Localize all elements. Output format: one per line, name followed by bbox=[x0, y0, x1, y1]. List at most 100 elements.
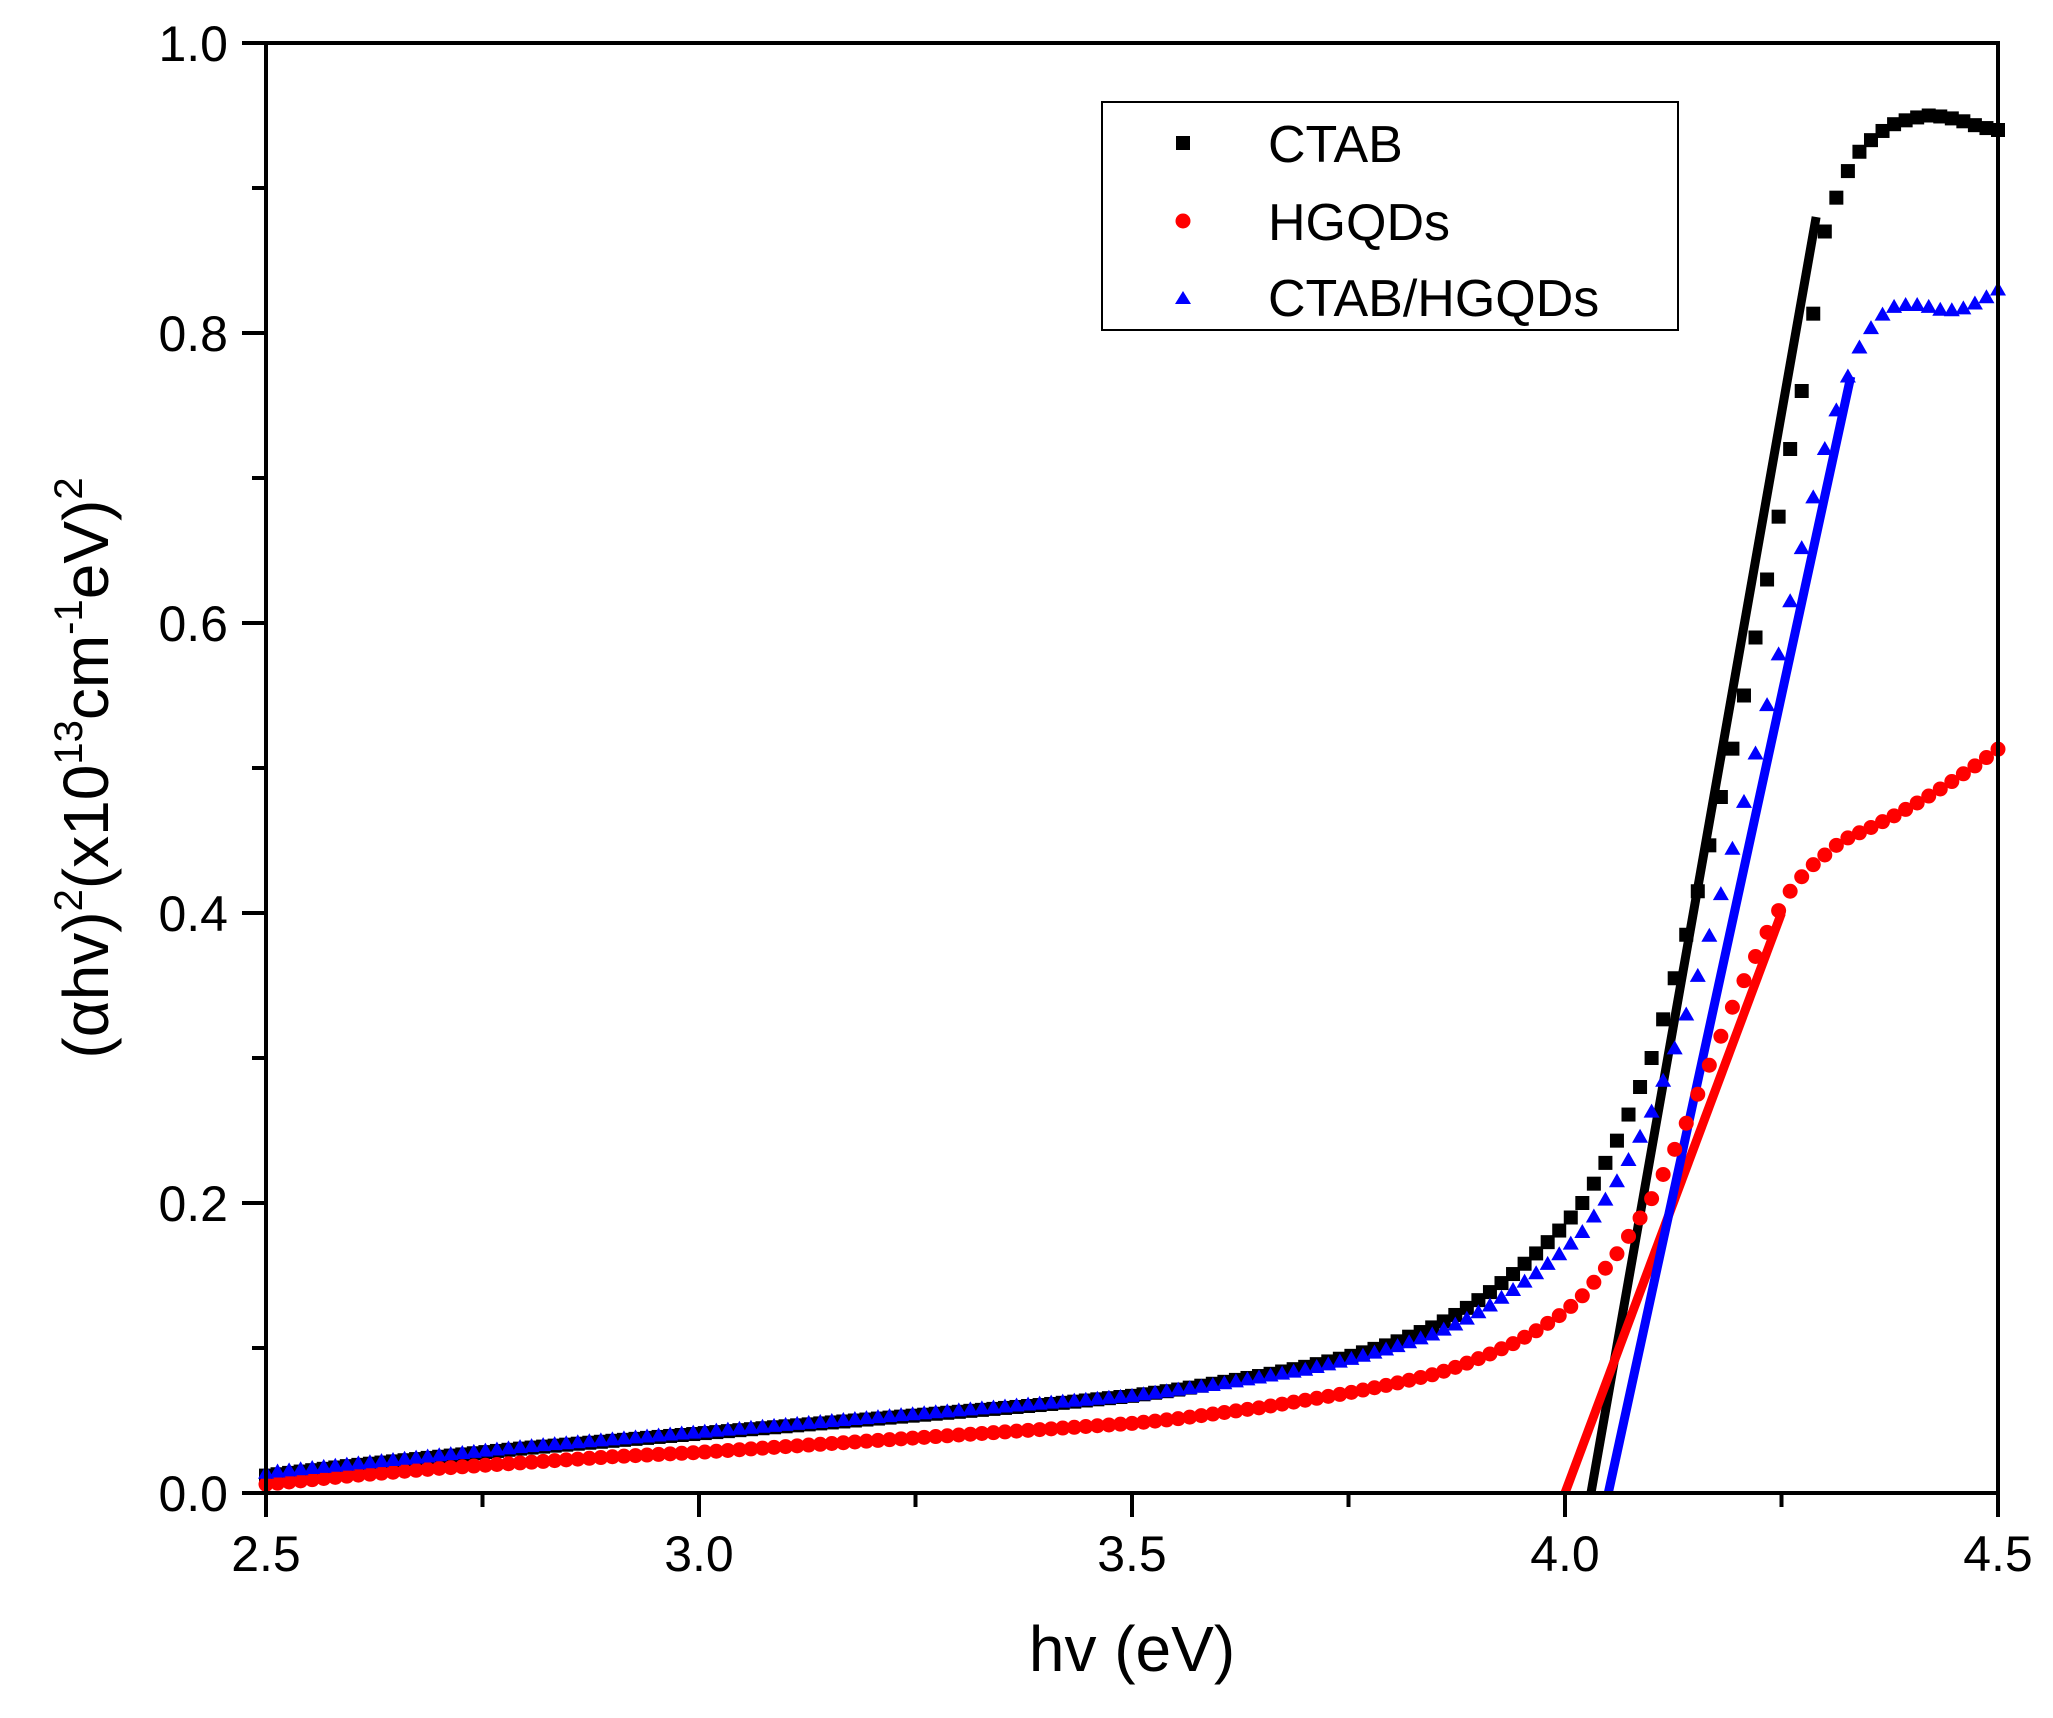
data-point-ctab-hgqds bbox=[973, 1400, 990, 1415]
data-point-hgqds bbox=[1851, 825, 1867, 841]
data-point-ctab-hgqds bbox=[1943, 302, 1960, 317]
data-point-hgqds bbox=[1297, 1392, 1313, 1408]
data-point-hgqds bbox=[847, 1434, 863, 1450]
data-point-ctab-hgqds bbox=[442, 1446, 459, 1461]
data-point-ctab-hgqds bbox=[1447, 1316, 1464, 1331]
data-point-hgqds bbox=[1020, 1422, 1036, 1438]
data-point-ctab-hgqds bbox=[581, 1433, 598, 1448]
data-point-ctab-hgqds bbox=[1585, 1208, 1602, 1223]
data-point-hgqds bbox=[489, 1456, 505, 1472]
legend-marker-hgqds bbox=[1175, 213, 1191, 229]
data-point-ctab-hgqds bbox=[512, 1439, 529, 1454]
data-point-hgqds bbox=[397, 1463, 413, 1479]
data-point-hgqds bbox=[1424, 1367, 1440, 1383]
data-point-ctab-hgqds bbox=[500, 1440, 517, 1455]
data-point-ctab-hgqds bbox=[1655, 1072, 1672, 1087]
data-point-ctab bbox=[1713, 790, 1728, 804]
data-point-ctab-hgqds bbox=[373, 1453, 390, 1468]
data-point-ctab-hgqds bbox=[685, 1424, 702, 1439]
data-point-hgqds bbox=[651, 1446, 667, 1462]
data-point-hgqds bbox=[1413, 1369, 1429, 1385]
data-point-hgqds bbox=[1528, 1323, 1544, 1339]
data-point-ctab bbox=[1840, 164, 1855, 179]
data-point-ctab-hgqds bbox=[396, 1450, 413, 1465]
data-point-ctab bbox=[1540, 1235, 1555, 1250]
data-point-hgqds bbox=[708, 1443, 724, 1459]
fit-line-ctab-fit bbox=[1586, 216, 1821, 1494]
data-point-ctab bbox=[1921, 108, 1936, 123]
data-point-ctab-hgqds bbox=[1251, 1369, 1268, 1384]
data-point-hgqds bbox=[905, 1430, 921, 1446]
data-point-ctab-hgqds bbox=[916, 1405, 933, 1420]
data-point-hgqds bbox=[1332, 1386, 1348, 1402]
data-point-ctab-hgqds bbox=[535, 1437, 552, 1452]
data-point-ctab-hgqds bbox=[546, 1436, 563, 1451]
data-point-hgqds bbox=[1459, 1355, 1475, 1371]
data-point-ctab-hgqds bbox=[846, 1411, 863, 1426]
data-point-hgqds bbox=[974, 1425, 990, 1441]
data-point-ctab-hgqds bbox=[1285, 1363, 1302, 1378]
data-point-ctab-hgqds bbox=[1274, 1365, 1291, 1380]
series-ctab-hgqds bbox=[258, 281, 2006, 1479]
x-tick-label: 4.0 bbox=[1530, 1526, 1600, 1582]
data-point-ctab-hgqds bbox=[431, 1447, 448, 1462]
data-point-ctab-hgqds bbox=[1539, 1255, 1556, 1270]
data-point-ctab bbox=[1829, 190, 1844, 205]
data-point-ctab-hgqds bbox=[1528, 1265, 1545, 1280]
data-point-hgqds bbox=[778, 1439, 794, 1455]
data-point-hgqds bbox=[466, 1458, 482, 1474]
data-point-ctab-hgqds bbox=[1193, 1378, 1210, 1393]
data-point-hgqds bbox=[362, 1466, 378, 1482]
data-point-ctab-hgqds bbox=[1551, 1246, 1568, 1261]
data-point-ctab bbox=[1748, 630, 1763, 645]
data-point-ctab-hgqds bbox=[1689, 967, 1706, 982]
data-point-ctab-hgqds bbox=[1031, 1395, 1048, 1410]
data-point-ctab-hgqds bbox=[996, 1398, 1013, 1413]
data-point-hgqds bbox=[558, 1452, 574, 1468]
data-point-hgqds bbox=[639, 1447, 655, 1463]
data-point-ctab-hgqds bbox=[1020, 1396, 1037, 1411]
data-point-hgqds bbox=[1840, 830, 1856, 846]
data-point-ctab-hgqds bbox=[1920, 298, 1937, 313]
data-point-ctab-hgqds bbox=[1909, 296, 1926, 311]
data-point-hgqds bbox=[731, 1442, 747, 1458]
data-point-ctab-hgqds bbox=[488, 1441, 505, 1456]
y-tick-label: 0.8 bbox=[158, 306, 228, 362]
data-point-ctab-hgqds bbox=[731, 1420, 748, 1435]
data-point-hgqds bbox=[1701, 1057, 1717, 1073]
data-point-ctab-hgqds bbox=[1516, 1273, 1533, 1288]
data-point-hgqds bbox=[882, 1432, 898, 1448]
data-point-ctab bbox=[1609, 1133, 1624, 1148]
data-point-hgqds bbox=[1436, 1363, 1452, 1379]
data-point-hgqds bbox=[1794, 869, 1810, 885]
data-point-ctab-hgqds bbox=[650, 1427, 667, 1442]
data-point-ctab-hgqds bbox=[1666, 1040, 1683, 1055]
data-point-ctab-hgqds bbox=[454, 1444, 471, 1459]
data-point-ctab bbox=[1644, 1051, 1659, 1065]
data-point-ctab-hgqds bbox=[1089, 1390, 1106, 1405]
data-point-ctab-hgqds bbox=[1897, 296, 1914, 311]
data-point-hgqds bbox=[939, 1428, 955, 1444]
data-point-ctab-hgqds bbox=[1147, 1384, 1164, 1399]
data-point-ctab-hgqds bbox=[1886, 298, 1903, 313]
data-point-ctab-hgqds bbox=[1701, 927, 1718, 942]
data-point-ctab bbox=[1436, 1314, 1451, 1329]
data-point-hgqds bbox=[1828, 837, 1844, 853]
data-point-ctab-hgqds bbox=[592, 1432, 609, 1447]
data-point-ctab-hgqds bbox=[627, 1429, 644, 1444]
data-point-ctab-hgqds bbox=[754, 1418, 771, 1433]
data-point-hgqds bbox=[1378, 1377, 1394, 1393]
data-point-hgqds bbox=[1898, 801, 1914, 817]
data-point-hgqds bbox=[1955, 766, 1971, 782]
data-point-hgqds bbox=[662, 1446, 678, 1462]
data-point-hgqds bbox=[1921, 788, 1937, 804]
data-point-ctab-hgqds bbox=[269, 1463, 286, 1478]
data-point-hgqds bbox=[1967, 758, 1983, 774]
data-point-hgqds bbox=[1124, 1415, 1140, 1431]
y-title-part: hv) bbox=[50, 911, 122, 1000]
data-point-ctab-hgqds bbox=[1008, 1397, 1025, 1412]
data-point-ctab-hgqds bbox=[1839, 368, 1856, 383]
data-point-ctab-hgqds bbox=[1862, 320, 1879, 335]
data-point-hgqds bbox=[1932, 781, 1948, 797]
